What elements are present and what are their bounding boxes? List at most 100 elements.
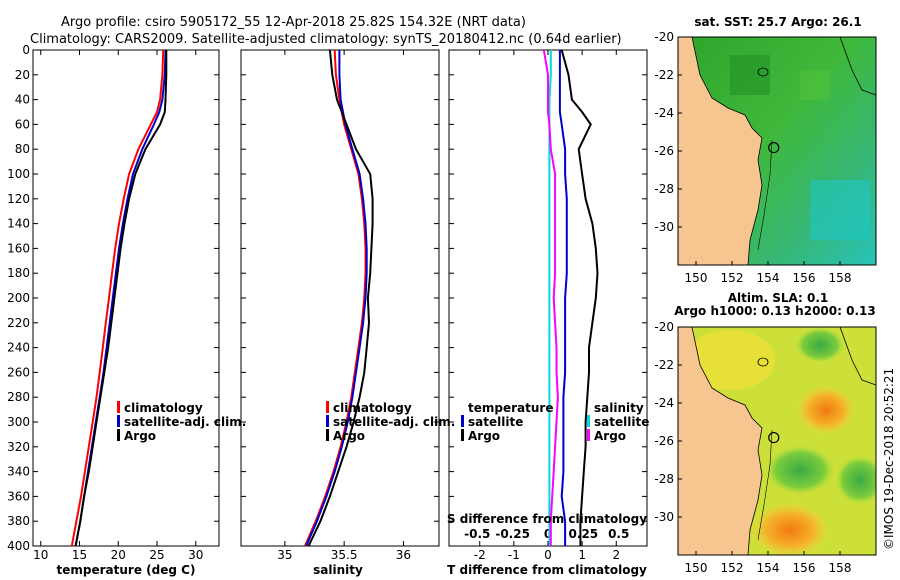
series-line-t-argo [560,49,599,546]
legend-satellite-swatch [326,415,329,427]
temperature-axis-label: temperature (deg C) [57,563,196,577]
salinity-difference-tick-label: -0.25 [495,527,530,541]
x-tick-label: 10 [33,548,48,562]
sla-map [678,327,876,555]
sst-bathymetry-line [757,139,773,251]
sla-high-region [796,385,856,435]
series-line-t-satellite [558,50,568,546]
sla-map-axes: 150 152 154 156 158 -20 -22 -24 -26 -28 -30 [654,320,851,575]
salinity-plot-frame [240,49,440,547]
x-tick-label: -1 [508,548,520,562]
sla-bathymetry-line [839,327,876,386]
depth-tick-label: 100 [7,167,30,181]
map-y-tick-label: -24 [654,396,674,410]
difference-x-axis: -2 -1 0 1 2 [474,50,620,562]
depth-tick-label: 60 [15,117,30,131]
map-y-tick-label: -22 [654,358,674,372]
sst-island [757,67,769,77]
sst-patch [800,70,830,100]
map-y-tick-label: -30 [654,510,674,524]
figure-title-line2: Climatology: CARS2009. Satellite-adjuste… [30,32,622,47]
sst-land-australia [678,37,763,265]
salinity-x-axis: 35 35.5 36 [277,50,411,562]
depth-tick-label: 200 [7,291,30,305]
legend-s-argo-swatch [587,429,590,441]
map-x-tick-label: 152 [721,561,744,575]
sst-map [678,37,876,265]
temperature-legend: climatology satellite-adj. clim. Argo [117,401,246,443]
salinity-axis-label: salinity [313,563,363,577]
temperature-series [70,49,168,547]
sst-bathymetry-line [839,37,876,96]
depth-tick-label: 340 [7,465,30,479]
depth-tick-label: 320 [7,440,30,454]
salinity-difference-axis-label: S difference from climatology [447,512,647,526]
sst-map-title: sat. SST: 25.7 Argo: 26.1 [694,15,861,29]
depth-tick-label: 120 [7,192,30,206]
sst-map-axes: 150 152 154 156 158 -20 -22 -24 -26 -28 -30 [654,30,851,285]
x-tick-label: 15 [72,548,87,562]
map-y-tick-label: -26 [654,434,674,448]
legend-temperature-title: temperature [468,401,553,415]
series-line-climatology [304,49,367,547]
depth-tick-label: 220 [7,316,30,330]
depth-tick-label: 240 [7,341,30,355]
series-line-satellite-adj-clim- [305,50,368,547]
sla-map-subtitle: Argo h1000: 0.13 h2000: 0.13 [674,304,875,318]
x-tick-label: 0 [544,548,552,562]
legend-satellite-swatch [117,415,120,427]
sla-island [757,357,769,367]
map-x-tick-label: 156 [793,271,816,285]
difference-plot-frame [448,49,648,547]
map-y-tick-label: -30 [654,220,674,234]
series-line-argo [74,50,168,547]
argo-position-marker [768,431,780,444]
depth-tick-label: 0 [22,43,30,57]
sla-bathymetry-line [757,429,773,541]
map-x-tick-label: 154 [757,561,780,575]
difference-legend: temperature satellite Argo salinity sate… [461,401,649,443]
sla-high-region [750,502,830,555]
legend-s-argo-label: Argo [594,429,626,443]
salinity-difference-tick-label: 0.25 [569,527,599,541]
x-tick-label: 30 [188,548,203,562]
series-line-argo [307,49,374,547]
x-tick-label: 36 [396,548,411,562]
sla-high-region [685,330,775,390]
sla-land-australia [678,327,763,555]
map-x-tick-label: 150 [685,271,708,285]
map-x-tick-label: 156 [793,561,816,575]
depth-tick-label: 300 [7,415,30,429]
depth-tick-label: 400 [7,539,30,553]
x-tick-label: 35 [277,548,292,562]
legend-t-argo-swatch [461,429,464,441]
legend-argo-swatch [326,429,329,441]
temperature-plot-frame [32,49,220,547]
depth-tick-label: 280 [7,390,30,404]
difference-series [542,49,599,546]
map-y-tick-label: -20 [654,320,674,334]
legend-s-satellite-swatch [587,415,590,427]
legend-t-satellite-swatch [461,415,464,427]
depth-tick-label: 140 [7,217,30,231]
salinity-legend: climatology satellite-adj. clim. Argo [326,401,455,443]
depth-tick-label: 160 [7,241,30,255]
x-tick-label: -2 [474,548,486,562]
x-tick-label: 20 [111,548,126,562]
map-x-tick-label: 158 [829,271,852,285]
legend-argo-label: Argo [124,429,156,443]
legend-t-argo-label: Argo [468,429,500,443]
sla-low-region [835,455,876,505]
depth-tick-label: 260 [7,365,30,379]
depth-tick-label: 40 [15,93,30,107]
map-y-tick-label: -24 [654,106,674,120]
argo-position-marker [768,141,780,154]
legend-argo-swatch [117,429,120,441]
map-x-tick-label: 154 [757,271,780,285]
map-y-tick-label: -26 [654,144,674,158]
legend-argo-label: Argo [333,429,365,443]
salinity-difference-axis: -0.5 -0.25 0 0.25 0.5 [464,527,629,541]
sst-patch [730,55,770,95]
map-y-tick-label: -22 [654,68,674,82]
